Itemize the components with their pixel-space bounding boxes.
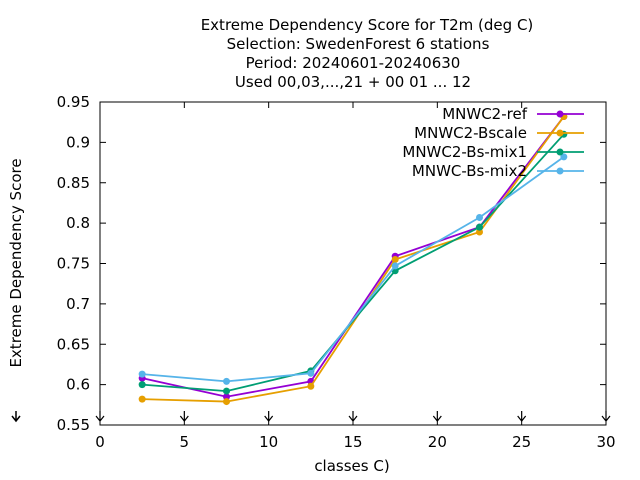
y-tick-label: 0.85	[57, 174, 90, 192]
data-point	[223, 377, 230, 385]
data-point	[307, 369, 315, 377]
data-point	[476, 228, 483, 236]
legend-swatch-point	[556, 110, 564, 118]
x-axis-label: classes C)	[314, 457, 389, 475]
y-tick-label: 0.75	[57, 255, 90, 273]
series-line	[142, 156, 565, 383]
x-axis: 0 5 10 15 20 25 30	[95, 102, 616, 451]
chart-title: Extreme Dependency Score for T2m (deg C)…	[201, 16, 534, 91]
y-tick-label: 0.65	[57, 335, 90, 353]
legend-label: MNWC2-Bscale	[414, 124, 527, 142]
x-tick-label: 15	[343, 433, 362, 451]
data-point	[476, 213, 483, 221]
data-point	[223, 387, 230, 395]
x-tick-label: 25	[512, 433, 531, 451]
legend: MNWC2-refMNWC2-BscaleMNWC2-Bs-mix1MNWC-B…	[402, 105, 584, 180]
y-tick-label: 0.7	[66, 295, 90, 313]
y-axis-label: Extreme Dependency Score	[7, 158, 25, 367]
data-point	[307, 382, 315, 390]
x-arrow-mark	[264, 411, 274, 422]
x-tick-label: 0	[95, 433, 105, 451]
title-line-1: Extreme Dependency Score for T2m (deg C)	[201, 16, 534, 34]
x-arrow-mark	[348, 411, 358, 422]
y-tick-label: 0.8	[66, 214, 90, 232]
data-point	[476, 223, 483, 231]
y-axis-arrow-marks	[11, 411, 21, 423]
x-tick-label: 30	[596, 433, 615, 451]
data-point	[138, 370, 146, 378]
title-line-4: Used 00,03,...,21 + 00 01 ... 12	[235, 73, 471, 91]
x-arrow-mark	[517, 411, 527, 422]
y-tick-label: 0.6	[66, 376, 90, 394]
y-tick-label: 0.9	[66, 133, 90, 151]
x-arrow-mark	[179, 411, 189, 422]
x-tick-label: 20	[428, 433, 447, 451]
data-point	[560, 153, 568, 161]
series-layer	[138, 113, 568, 406]
x-tick-label: 10	[259, 433, 278, 451]
title-line-3: Period: 20240601-20240630	[246, 54, 461, 72]
x-tick-label: 5	[180, 433, 190, 451]
data-point	[391, 262, 399, 270]
legend-swatch-point	[556, 167, 564, 175]
y-tick-label: 0.95	[57, 93, 90, 111]
data-point	[223, 398, 230, 406]
left-arrow-mark	[11, 411, 21, 423]
series-MNWC-Bs-mix2	[138, 153, 568, 385]
data-point	[138, 381, 146, 389]
y-tick-label: 0.55	[57, 416, 90, 434]
legend-label: MNWC2-ref	[442, 105, 527, 123]
data-point	[223, 393, 230, 401]
legend-label: MNWC2-Bs-mix1	[402, 143, 527, 161]
x-arrow-mark	[432, 411, 442, 422]
y-axis: 0.55 0.6 0.65 0.7 0.75 0.8 0.85 0.9 0.95	[57, 93, 606, 434]
legend-swatch-point	[556, 129, 564, 137]
legend-swatch-point	[556, 148, 564, 156]
data-point	[391, 255, 399, 263]
data-point	[138, 395, 146, 403]
x-arrow-mark	[601, 411, 611, 422]
legend-label: MNWC-Bs-mix2	[412, 162, 527, 180]
x-arrow-mark	[95, 411, 105, 422]
title-line-2: Selection: SwedenForest 6 stations	[227, 35, 490, 53]
